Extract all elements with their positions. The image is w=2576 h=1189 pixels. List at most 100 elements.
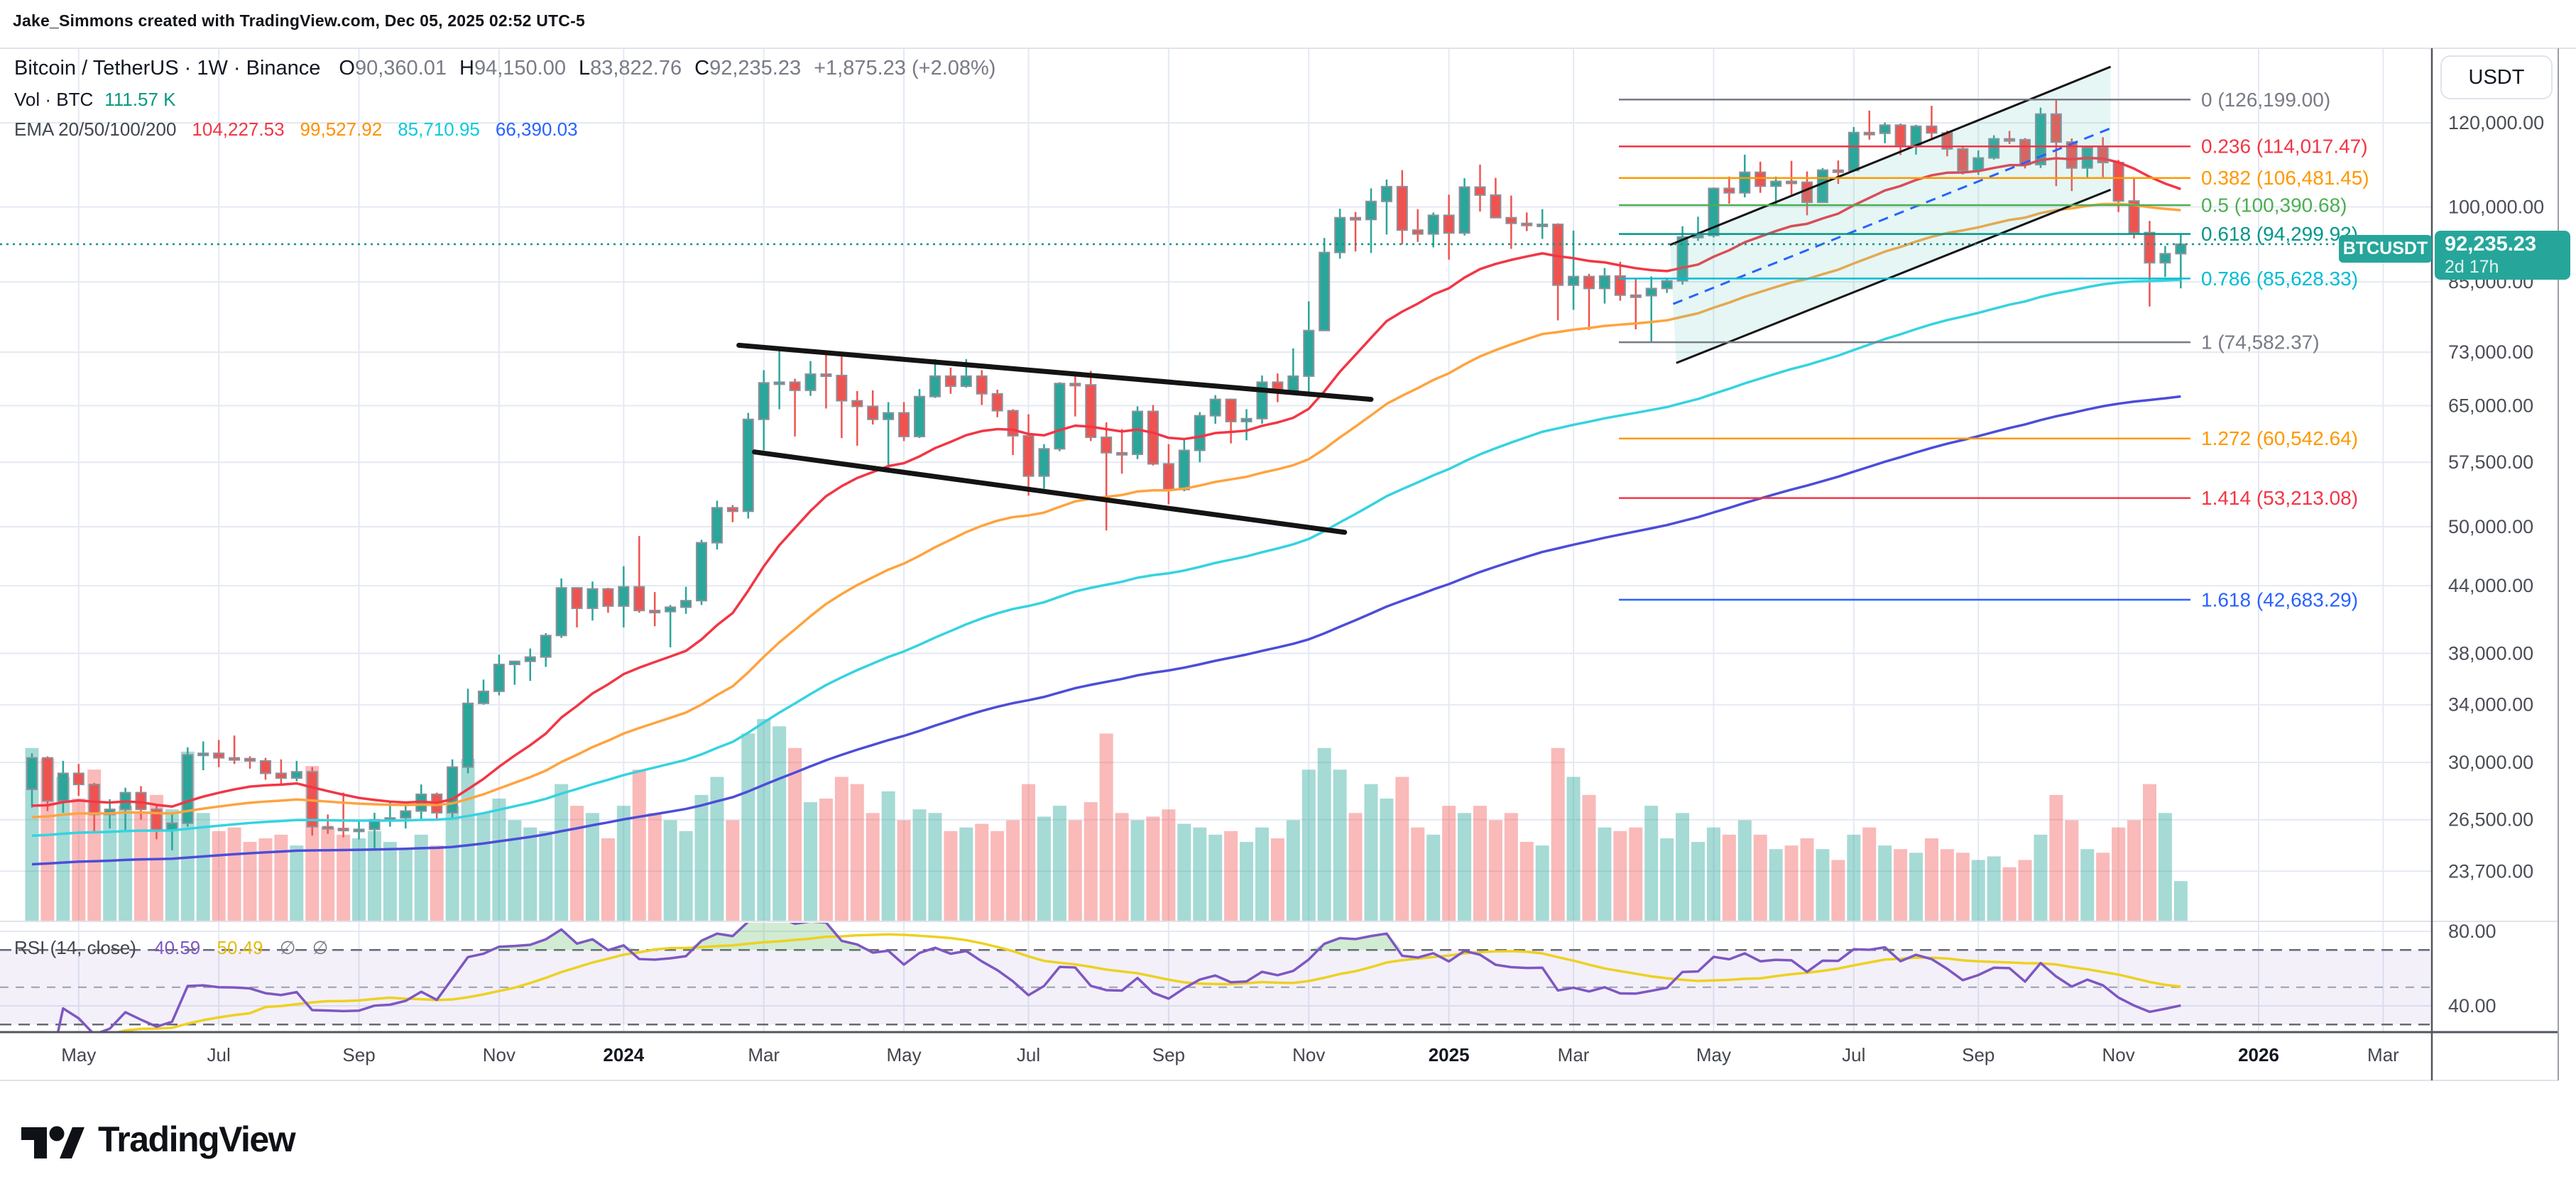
time-axis[interactable]: May Jul Sep Nov 2024 Mar May Jul Sep Nov 2025 Mar Ma…: [61, 1044, 2399, 1065]
last-price-chip: 92,235.23 2d 17h: [2435, 231, 2570, 280]
candle: [2159, 253, 2171, 264]
candle: [1101, 437, 1113, 454]
candle: [649, 610, 661, 614]
volume-bar: [1582, 794, 1596, 921]
ema-legend-row[interactable]: EMA 20/50/100/200 104,227.53 99,527.92 8…: [14, 120, 995, 138]
candle: [540, 635, 552, 658]
volume-bar: [834, 777, 848, 921]
volume-bar: [819, 798, 833, 921]
price-axis[interactable]: 120,000.00100,000.0085,000.0073,000.0065…: [2448, 112, 2544, 1017]
candle: [524, 656, 536, 662]
candle: [1708, 187, 1720, 236]
candle: [2112, 161, 2124, 202]
tradingview-logo[interactable]: TradingView: [20, 1119, 296, 1160]
volume-bar: [523, 827, 537, 921]
time-tick-label: 2025: [1429, 1044, 1470, 1065]
rsi-tick-label: 40.00: [2448, 995, 2496, 1017]
volume-bar: [2096, 853, 2110, 921]
candle: [2034, 113, 2046, 165]
price-tick-label: 73,000.00: [2448, 341, 2533, 363]
volume-bar: [897, 820, 911, 921]
volume-bar: [2127, 820, 2141, 921]
candle: [618, 586, 630, 607]
volume-bar: [710, 777, 724, 921]
volume-bar: [1426, 834, 1441, 921]
candle: [726, 507, 738, 513]
candle: [1147, 410, 1159, 465]
candle: [1770, 180, 1782, 187]
rsi-tick-label: 80.00: [2448, 921, 2496, 942]
volume-value: 111.57 K: [104, 89, 176, 110]
time-tick-label: May: [61, 1044, 96, 1065]
candle: [41, 757, 53, 802]
volume-bar: [337, 834, 351, 921]
candle: [851, 400, 863, 407]
volume-bar: [1006, 820, 1020, 921]
volume-bar: [663, 820, 677, 921]
volume-bar: [1831, 860, 1845, 921]
volume-bar: [398, 849, 413, 921]
candle: [1350, 217, 1362, 221]
candle: [1380, 185, 1392, 202]
volume-bar: [1395, 777, 1409, 921]
candle: [836, 374, 848, 402]
volume-bar: [134, 813, 148, 921]
volume-bar: [912, 809, 927, 921]
candle: [976, 375, 988, 395]
candle: [1038, 448, 1050, 477]
volume-bar: [2173, 881, 2188, 921]
candle: [1116, 451, 1128, 456]
symbol-title[interactable]: Bitcoin / TetherUS · 1W · Binance: [14, 57, 321, 80]
candle: [2004, 138, 2016, 142]
candle: [447, 766, 459, 813]
candle: [1319, 251, 1331, 332]
fib-label: 0.236 (114,017.47): [2201, 136, 2368, 158]
time-tick-label: 2026: [2238, 1044, 2279, 1065]
volume-bar: [881, 791, 895, 921]
rsi-label: RSI (14, close): [14, 937, 136, 958]
candle: [275, 772, 287, 779]
candle: [1458, 186, 1470, 234]
candle: [1614, 275, 1626, 296]
volume-bar: [741, 733, 755, 921]
channel-midline: [1672, 127, 2112, 305]
chart-legend: Bitcoin / TetherUS · 1W · Binance O90,36…: [14, 58, 995, 150]
candle: [883, 412, 895, 420]
candle: [1054, 383, 1066, 450]
candle: [1910, 125, 1922, 147]
symbol-legend-row[interactable]: Bitcoin / TetherUS · 1W · Binance O90,36…: [14, 58, 995, 79]
candle: [400, 810, 412, 819]
candle: [182, 754, 194, 824]
time-tick-label: Sep: [1152, 1044, 1185, 1065]
rsi-legend-row[interactable]: RSI (14, close) 40.59 50.49 ∅ ∅: [14, 937, 328, 959]
volume-bar: [367, 831, 381, 921]
volume-legend-row[interactable]: Vol · BTC 111.57 K: [14, 90, 995, 109]
volume-bar: [290, 845, 304, 921]
price-tick-label: 50,000.00: [2448, 516, 2533, 537]
candle: [1739, 171, 1751, 194]
time-tick-label: Sep: [1962, 1044, 1994, 1065]
candle: [322, 826, 334, 830]
volume-bar: [944, 831, 958, 921]
price-tick-label: 23,700.00: [2448, 860, 2533, 882]
candle: [1894, 124, 1906, 147]
candle: [508, 660, 520, 666]
currency-unit-button[interactable]: USDT: [2440, 55, 2553, 99]
candle: [259, 760, 271, 774]
fib-label: 0.5 (100,390.68): [2201, 194, 2347, 216]
candle: [586, 588, 599, 609]
candle: [1443, 214, 1455, 234]
candle: [88, 784, 100, 816]
candle: [1583, 275, 1595, 290]
rsi-value: 40.59: [154, 937, 201, 958]
candle: [2128, 200, 2140, 234]
candle: [1879, 124, 1891, 134]
volume-bar: [1380, 798, 1394, 921]
candle: [1412, 229, 1424, 235]
volume-bar: [1644, 806, 1659, 921]
volume-bar: [1955, 853, 1970, 921]
candle: [789, 381, 801, 391]
volume-bar: [1052, 806, 1066, 921]
candle: [1022, 434, 1035, 477]
